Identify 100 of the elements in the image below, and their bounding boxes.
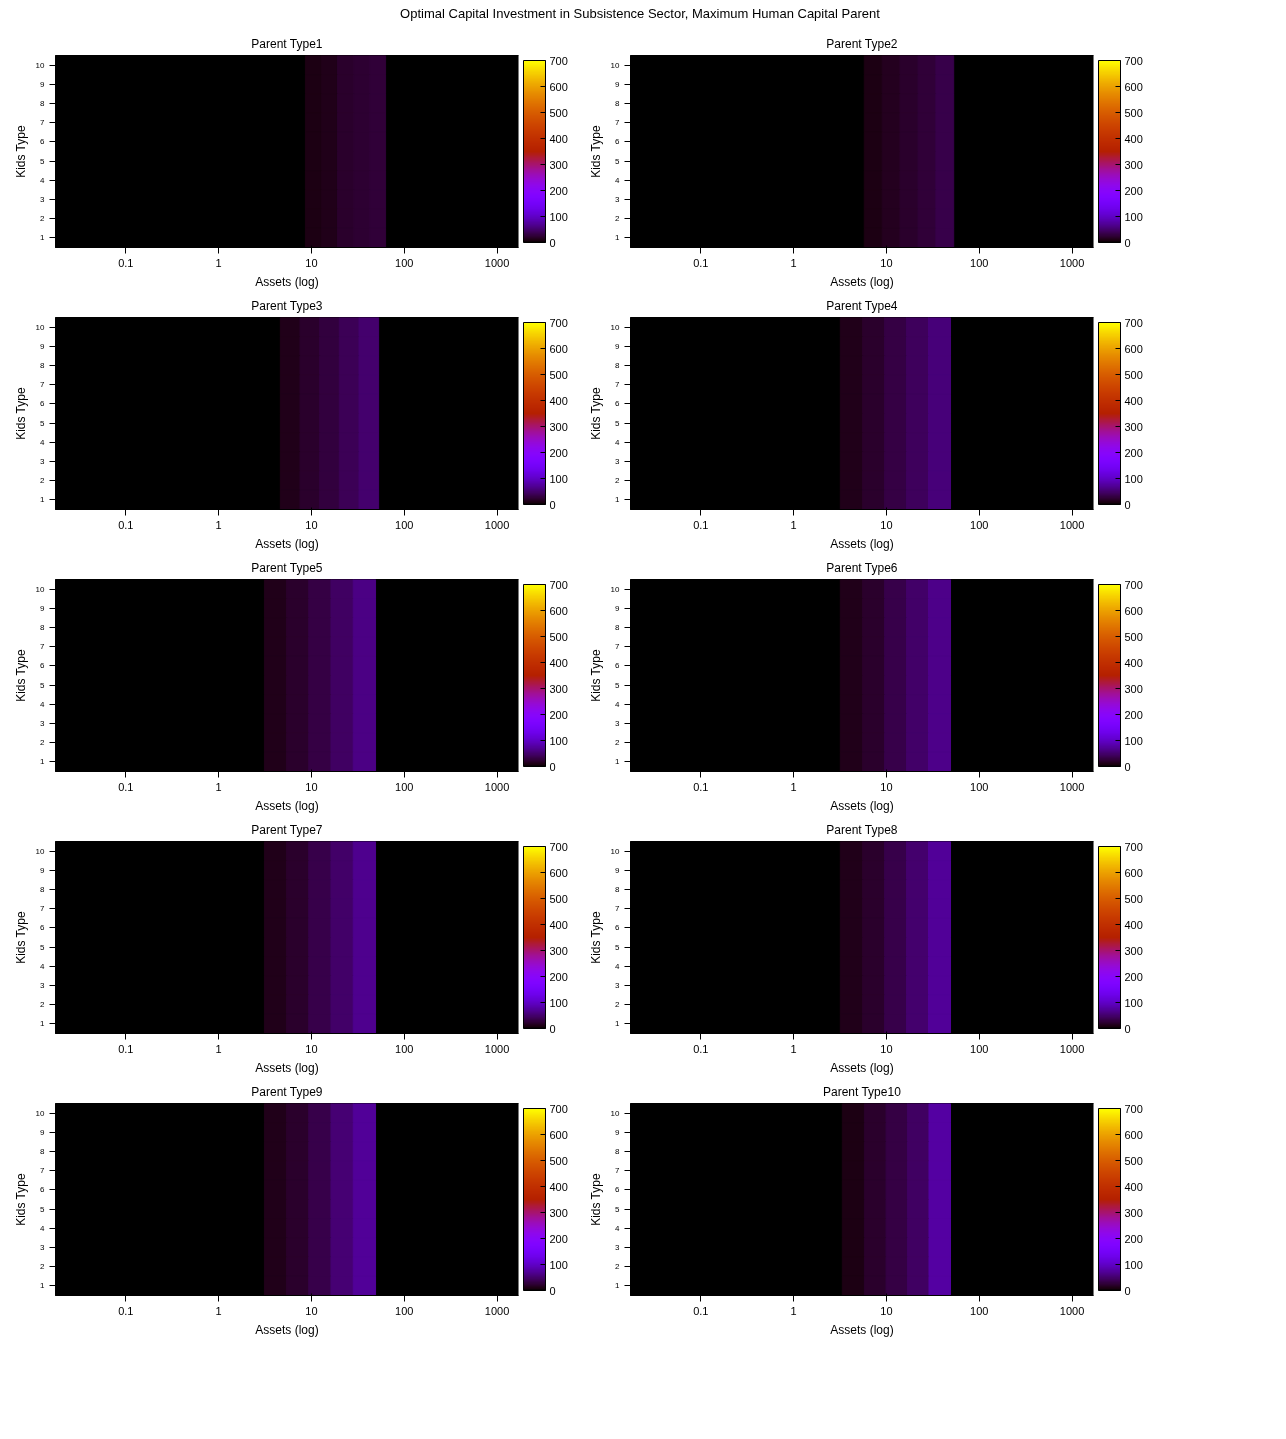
y-tick-label: 5 [615,680,621,690]
chart-title: Parent Type10 [822,1084,902,1099]
color-bar-label: 200 [1124,1232,1143,1245]
x-tick-label: 0.1 [118,256,134,269]
color-bar-label: 300 [549,944,568,957]
y-tick-label: 1 [615,494,621,504]
color-bar-label: 400 [1124,656,1143,669]
x-tick-label: 1000 [1059,780,1085,793]
x-tick-label: 10 [305,518,318,531]
y-tick-label: 7 [40,379,46,389]
y-tick-label: 6 [40,660,46,670]
y-tick-label: 6 [40,1184,46,1194]
y-tick-label: 2 [40,213,46,223]
y-tick-label: 7 [615,1165,621,1175]
y-tick-label: 10 [35,584,46,594]
color-bar-label: 300 [549,420,568,433]
color-bar-label: 0 [1124,1022,1131,1035]
color-bar-label: 700 [549,316,568,329]
y-tick-label: 3 [40,980,46,990]
y-tick-label: 5 [615,156,621,166]
y-tick-label: 10 [610,1108,621,1118]
x-tick-label: 1 [215,1042,222,1055]
y-axis-title: Kids Type [13,910,28,964]
color-bar-label: 700 [1124,840,1143,853]
y-tick-label: 4 [615,1223,621,1233]
y-tick-label: 2 [40,999,46,1009]
y-axis-title: Kids Type [588,1172,603,1226]
x-tick-label: 100 [970,1042,989,1055]
y-axis-title: Kids Type [13,124,28,178]
x-tick-label: 1 [790,1042,797,1055]
y-tick-label: 9 [615,1127,621,1137]
y-tick-label: 8 [40,884,46,894]
color-bar-label: 600 [1124,342,1143,355]
x-tick-label: 100 [395,518,414,531]
y-tick-label: 3 [40,456,46,466]
color-bar-label: 500 [549,368,568,381]
y-tick-label: 8 [615,98,621,108]
y-tick-label: 2 [615,999,621,1009]
color-bar-label: 300 [549,1206,568,1219]
x-axis-title: Assets (log) [830,1322,894,1337]
color-bar-label: 100 [549,210,568,223]
color-bar-label: 600 [1124,866,1143,879]
y-tick-label: 10 [35,846,46,856]
x-tick-label: 0.1 [118,518,134,531]
x-tick-label: 1000 [484,1042,510,1055]
color-bar-label: 200 [549,1232,568,1245]
x-tick-label: 1000 [1059,518,1085,531]
y-tick-label: 4 [615,699,621,709]
y-tick-label: 7 [40,641,46,651]
y-tick-label: 8 [40,1146,46,1156]
y-tick-label: 10 [610,322,621,332]
x-tick-label: 1000 [484,256,510,269]
y-axis-title: Kids Type [588,386,603,440]
color-bar-label: 100 [549,472,568,485]
x-tick-label: 0.1 [118,1042,134,1055]
chart-title: Parent Type7 [251,822,323,837]
y-tick-label: 8 [40,360,46,370]
y-tick-label: 4 [40,699,46,709]
x-axis-title: Assets (log) [255,536,319,551]
x-tick-label: 0.1 [693,780,709,793]
y-tick-label: 3 [615,980,621,990]
y-tick-label: 2 [615,1261,621,1271]
x-tick-label: 0.1 [693,1042,709,1055]
color-bar-label: 300 [1124,420,1143,433]
y-axis-title: Kids Type [13,1172,28,1226]
x-tick-label: 10 [305,780,318,793]
x-tick-label: 0.1 [693,1304,709,1317]
color-bar-label: 500 [549,106,568,119]
y-tick-label: 2 [40,1261,46,1271]
y-tick-label: 6 [615,922,621,932]
color-bar-label: 200 [1124,970,1143,983]
color-bar-label: 600 [549,604,568,617]
y-axis-title: Kids Type [588,124,603,178]
y-tick-label: 1 [40,494,46,504]
y-tick-label: 6 [615,136,621,146]
color-bar-label: 0 [1124,760,1131,773]
y-tick-label: 3 [40,718,46,728]
x-tick-label: 1 [215,1304,222,1317]
y-tick-label: 9 [615,79,621,89]
color-bar-label: 0 [549,760,556,773]
x-tick-label: 1000 [484,780,510,793]
y-tick-label: 2 [615,737,621,747]
color-bar-label: 400 [1124,394,1143,407]
x-axis-title: Assets (log) [830,274,894,289]
x-tick-label: 1 [790,518,797,531]
x-tick-label: 10 [880,518,893,531]
y-tick-label: 2 [615,475,621,485]
y-tick-label: 9 [40,603,46,613]
x-tick-label: 1 [790,256,797,269]
color-bar-label: 300 [1124,1206,1143,1219]
color-bar-label: 100 [1124,210,1143,223]
x-axis-title: Assets (log) [255,274,319,289]
x-tick-label: 1 [790,780,797,793]
color-bar-label: 400 [549,656,568,669]
y-tick-label: 4 [615,175,621,185]
y-tick-label: 1 [615,232,621,242]
color-bar-label: 600 [549,342,568,355]
color-bar-label: 100 [1124,472,1143,485]
color-bar-label: 100 [549,1258,568,1271]
y-tick-label: 7 [40,1165,46,1175]
